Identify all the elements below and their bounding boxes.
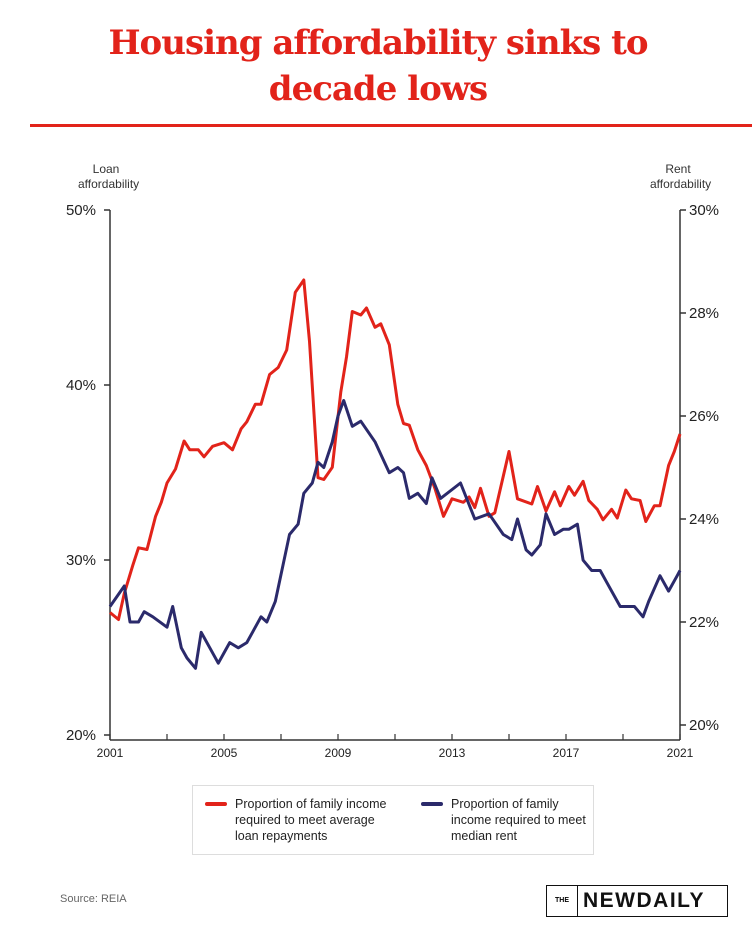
legend-label-loan: Proportion of family income required to … xyxy=(235,797,387,843)
newdaily-logo: THE NEWDAILY xyxy=(546,885,728,917)
logo-the: THE xyxy=(547,886,578,916)
left-axis-title: Loan affordability xyxy=(78,162,140,191)
right-tick-label: 24% xyxy=(689,511,719,528)
loan-affordability-line xyxy=(109,278,682,621)
logo-name: NEWDAILY xyxy=(583,889,706,912)
left-tick-label: 40% xyxy=(66,377,96,394)
legend-label-rent: Proportion of family income required to … xyxy=(451,797,586,843)
title-line-2: decade lows xyxy=(268,69,488,109)
left-tick-label: 20% xyxy=(66,727,96,744)
right-axis-title: Rent affordability xyxy=(650,162,712,191)
x-tick-label: 2009 xyxy=(325,746,352,760)
right-tick-label: 30% xyxy=(689,202,719,219)
legend: Proportion of family income required to … xyxy=(192,785,594,855)
source-note: Source: REIA xyxy=(60,893,127,905)
chart-title: Housing affordability sinks to decade lo… xyxy=(0,20,756,112)
rent-affordability-line xyxy=(108,399,682,670)
title-line-1: Housing affordability sinks to xyxy=(108,23,648,63)
x-tick-label: 2005 xyxy=(211,746,238,760)
right-tick-label: 28% xyxy=(689,305,719,322)
title-rule xyxy=(30,124,752,127)
x-tick-label: 2021 xyxy=(667,746,694,760)
right-tick-label: 20% xyxy=(689,717,719,734)
x-tick-label: 2017 xyxy=(553,746,580,760)
left-tick-label: 50% xyxy=(66,202,96,219)
left-tick-label: 30% xyxy=(66,552,96,569)
right-tick-label: 26% xyxy=(689,408,719,425)
x-tick-label: 2013 xyxy=(439,746,466,760)
right-tick-label: 22% xyxy=(689,614,719,631)
legend-swatch-rent xyxy=(421,802,443,806)
x-tick-label: 2001 xyxy=(97,746,124,760)
legend-swatch-loan xyxy=(205,802,227,806)
